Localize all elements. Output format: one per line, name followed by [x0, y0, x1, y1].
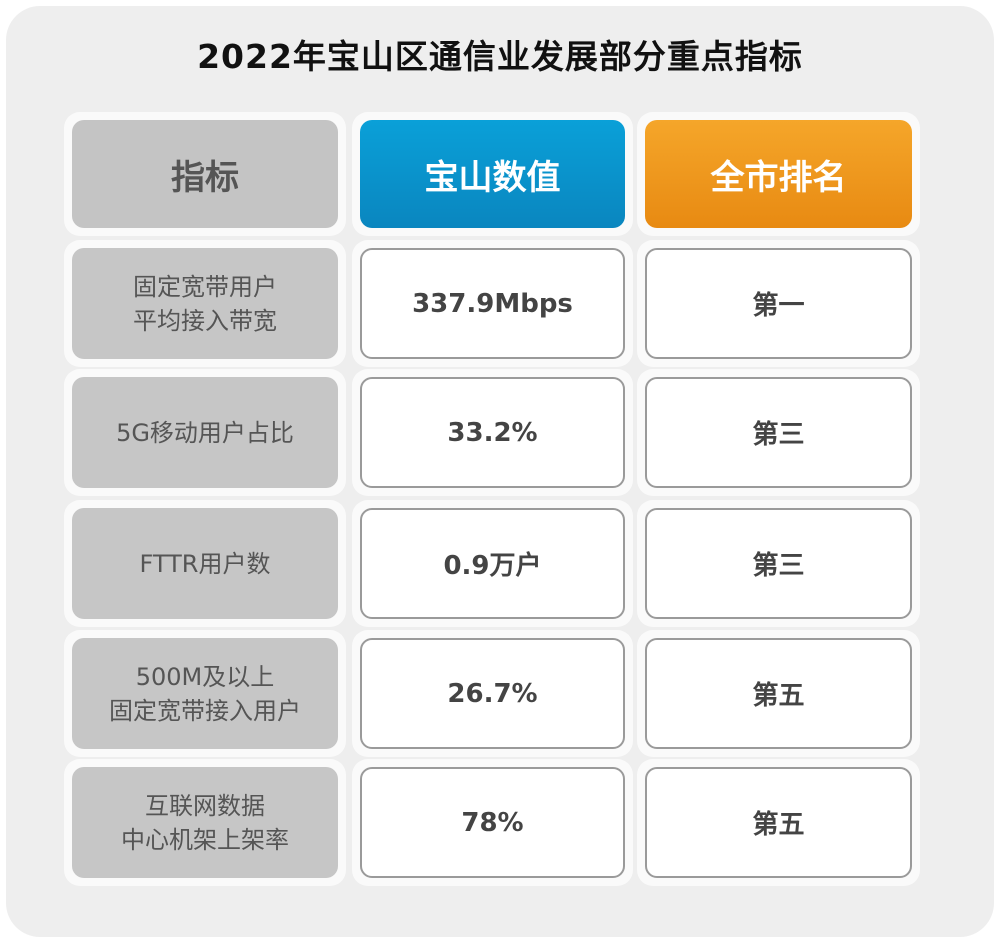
rank-cell: 第五 — [645, 767, 912, 878]
indicator-cell: 互联网数据中心机架上架率 — [72, 767, 338, 878]
rank-cell: 第三 — [645, 508, 912, 619]
value-text: 26.7% — [447, 678, 538, 709]
value-text: 0.9万户 — [443, 551, 542, 581]
rank-text: 第三 — [752, 420, 805, 450]
rank-cell: 第三 — [645, 377, 912, 488]
indicator-line: 5G移动用户占比 — [116, 418, 294, 447]
rank-cell: 第一 — [645, 248, 912, 359]
indicator-label: 固定宽带用户 平均接入带宽 — [133, 270, 277, 338]
page-title: 2022年宝山区通信业发展部分重点指标 — [197, 37, 803, 76]
rank-text: 第三 — [752, 551, 805, 581]
indicator-cell: FTTR用户数 — [72, 508, 338, 619]
header-rank: 全市排名 — [645, 120, 912, 228]
indicator-line: 互联网数据 — [145, 791, 265, 820]
indicator-line: 平均接入带宽 — [133, 306, 277, 335]
indicator-label: 500M及以上 固定宽带接入用户 — [109, 660, 301, 728]
indicator-label: 5G移动用户占比 — [116, 416, 294, 450]
indicator-cell: 5G移动用户占比 — [72, 377, 338, 488]
header-label: 宝山数值 — [424, 157, 561, 198]
value-cell: 26.7% — [360, 638, 625, 749]
value-cell: 33.2% — [360, 377, 625, 488]
rank-text: 第五 — [752, 681, 805, 711]
header-value: 宝山数值 — [360, 120, 625, 228]
header-label: 指标 — [171, 157, 239, 198]
indicator-label: FTTR用户数 — [140, 547, 271, 581]
value-text: 337.9Mbps — [412, 288, 573, 319]
indicator-line: 固定宽带用户 — [133, 272, 277, 301]
value-cell: 78% — [360, 767, 625, 878]
indicator-line: 500M及以上 — [135, 662, 275, 691]
indicator-line: FTTR用户数 — [139, 549, 271, 578]
rank-text: 第五 — [752, 810, 805, 840]
header-indicator: 指标 — [72, 120, 338, 228]
value-text: 78% — [461, 807, 524, 838]
rank-cell: 第五 — [645, 638, 912, 749]
rank-text: 第一 — [752, 291, 805, 321]
header-label: 全市排名 — [710, 157, 847, 198]
value-cell: 337.9Mbps — [360, 248, 625, 359]
indicator-cell: 固定宽带用户 平均接入带宽 — [72, 248, 338, 359]
indicator-cell: 500M及以上 固定宽带接入用户 — [72, 638, 338, 749]
indicator-label: 互联网数据中心机架上架率 — [121, 789, 289, 857]
value-text: 33.2% — [447, 417, 538, 448]
indicator-line: 固定宽带接入用户 — [109, 696, 301, 725]
indicator-line: 中心机架上架率 — [121, 825, 289, 854]
value-cell: 0.9万户 — [360, 508, 625, 619]
